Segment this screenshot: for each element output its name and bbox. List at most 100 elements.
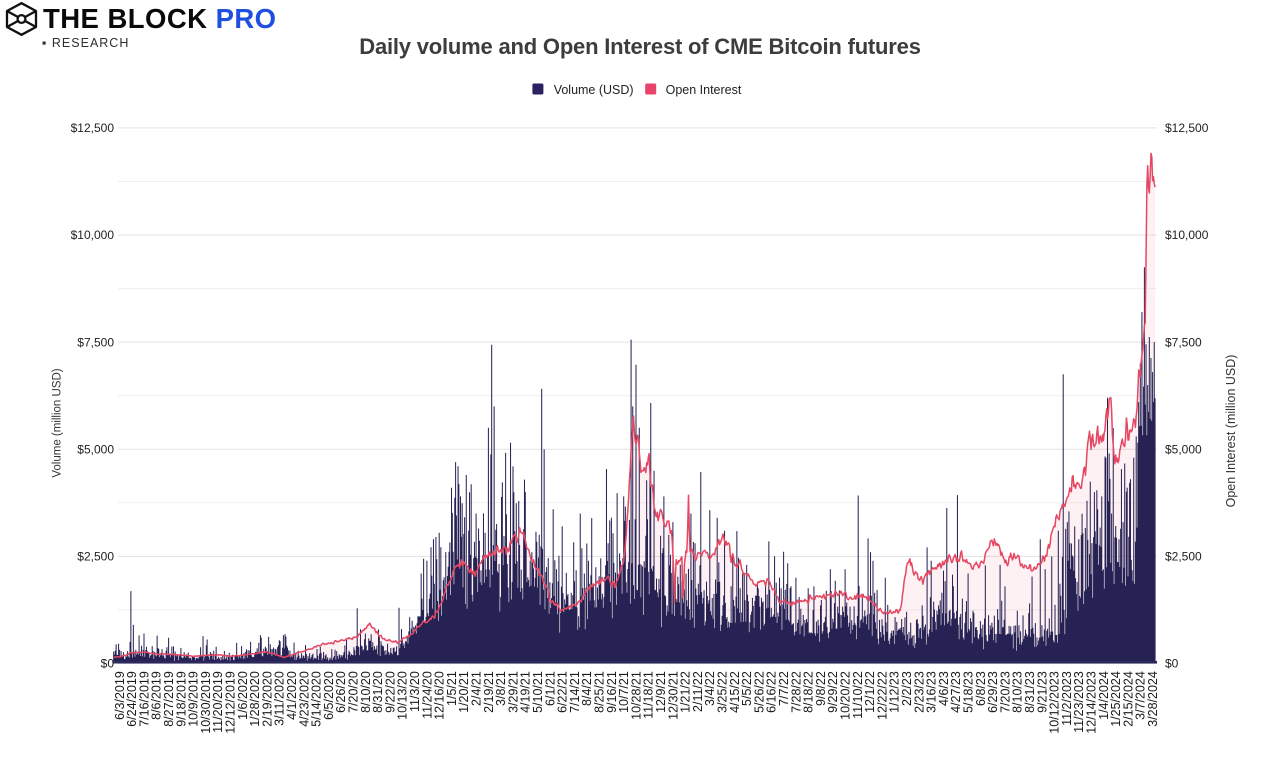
svg-text:6/3/2019: 6/3/2019 bbox=[113, 671, 127, 720]
svg-text:8/31/20: 8/31/20 bbox=[371, 671, 385, 713]
svg-text:1/4/2024: 1/4/2024 bbox=[1097, 671, 1111, 720]
svg-text:$2,500: $2,500 bbox=[1165, 550, 1202, 564]
svg-text:9/21/23: 9/21/23 bbox=[1035, 671, 1049, 713]
svg-text:3/7/2024: 3/7/2024 bbox=[1134, 671, 1148, 720]
svg-text:2/15/2024: 2/15/2024 bbox=[1121, 671, 1135, 727]
svg-text:$7,500: $7,500 bbox=[1165, 335, 1202, 349]
svg-text:$10,000: $10,000 bbox=[1165, 228, 1209, 242]
svg-text:$12,500: $12,500 bbox=[71, 121, 115, 135]
svg-text:1/6/2020: 1/6/2020 bbox=[236, 671, 250, 720]
svg-text:10/20/22: 10/20/22 bbox=[839, 671, 853, 720]
svg-text:4/27/23: 4/27/23 bbox=[949, 671, 963, 713]
svg-text:12/30/21: 12/30/21 bbox=[666, 671, 680, 720]
svg-text:8/10/23: 8/10/23 bbox=[1011, 671, 1025, 713]
svg-text:7/20/20: 7/20/20 bbox=[347, 671, 361, 713]
svg-text:4/15/22: 4/15/22 bbox=[728, 671, 742, 713]
svg-text:3/28/2024: 3/28/2024 bbox=[1146, 671, 1160, 727]
svg-text:10/28/21: 10/28/21 bbox=[629, 671, 643, 720]
svg-text:11/18/21: 11/18/21 bbox=[642, 671, 656, 719]
svg-text:1/12/23: 1/12/23 bbox=[888, 671, 902, 713]
svg-text:11/23/2023: 11/23/2023 bbox=[1072, 671, 1086, 733]
svg-text:6/22/21: 6/22/21 bbox=[556, 671, 570, 713]
svg-text:11/20/2019: 11/20/2019 bbox=[211, 671, 225, 733]
svg-text:9/8/22: 9/8/22 bbox=[814, 671, 828, 706]
svg-text:1/25/2024: 1/25/2024 bbox=[1109, 671, 1123, 727]
svg-text:$5,000: $5,000 bbox=[77, 443, 114, 457]
svg-text:$0: $0 bbox=[101, 657, 115, 671]
svg-text:12/16/20: 12/16/20 bbox=[433, 671, 447, 720]
svg-text:6/29/23: 6/29/23 bbox=[986, 671, 1000, 713]
svg-text:12/14/2023: 12/14/2023 bbox=[1085, 671, 1099, 734]
svg-text:$2,500: $2,500 bbox=[77, 550, 114, 564]
svg-text:11/10/22: 11/10/22 bbox=[851, 671, 865, 719]
svg-text:12/1/22: 12/1/22 bbox=[863, 671, 877, 713]
svg-text:4/1/2020: 4/1/2020 bbox=[285, 671, 299, 720]
svg-text:12/12/2019: 12/12/2019 bbox=[224, 671, 238, 734]
svg-text:1/28/2020: 1/28/2020 bbox=[248, 671, 262, 727]
svg-text:2/23/23: 2/23/23 bbox=[912, 671, 926, 713]
svg-text:5/26/22: 5/26/22 bbox=[752, 671, 766, 713]
svg-text:Open Interest: Open Interest bbox=[666, 83, 742, 97]
svg-text:5/10/21: 5/10/21 bbox=[531, 671, 545, 713]
svg-text:3/8/21: 3/8/21 bbox=[494, 671, 508, 706]
svg-text:6/1/21: 6/1/21 bbox=[543, 671, 557, 706]
svg-text:4/23/2020: 4/23/2020 bbox=[297, 671, 311, 727]
svg-text:10/7/21: 10/7/21 bbox=[617, 671, 631, 713]
svg-text:5/18/23: 5/18/23 bbox=[962, 671, 976, 713]
svg-text:$12,500: $12,500 bbox=[1165, 121, 1209, 135]
svg-text:$5,000: $5,000 bbox=[1165, 443, 1202, 457]
svg-text:6/16/22: 6/16/22 bbox=[765, 671, 779, 713]
svg-text:10/12/2023: 10/12/2023 bbox=[1048, 671, 1062, 734]
svg-text:6/8/23: 6/8/23 bbox=[974, 671, 988, 706]
svg-text:11/24/20: 11/24/20 bbox=[420, 671, 434, 719]
svg-text:2/11/22: 2/11/22 bbox=[691, 671, 705, 712]
svg-text:3/16/23: 3/16/23 bbox=[925, 671, 939, 713]
svg-text:7/16/2019: 7/16/2019 bbox=[137, 671, 151, 727]
svg-text:1/21/22: 1/21/22 bbox=[679, 671, 693, 713]
svg-text:9/16/21: 9/16/21 bbox=[605, 671, 619, 713]
svg-text:11/2/2023: 11/2/2023 bbox=[1060, 671, 1074, 726]
svg-text:12/22/22: 12/22/22 bbox=[875, 671, 889, 720]
svg-text:12/9/21: 12/9/21 bbox=[654, 671, 668, 713]
svg-text:8/27/2019: 8/27/2019 bbox=[162, 671, 176, 727]
svg-text:11/3/20: 11/3/20 bbox=[408, 671, 422, 712]
svg-text:8/31/23: 8/31/23 bbox=[1023, 671, 1037, 713]
svg-text:8/10/20: 8/10/20 bbox=[359, 671, 373, 713]
svg-text:3/29/21: 3/29/21 bbox=[506, 671, 520, 713]
svg-text:Volume (USD): Volume (USD) bbox=[554, 83, 634, 97]
svg-text:THE BLOCK PRO: THE BLOCK PRO bbox=[43, 3, 277, 34]
svg-text:1/20/21: 1/20/21 bbox=[457, 671, 471, 713]
svg-text:▪ RESEARCH: ▪ RESEARCH bbox=[42, 36, 129, 50]
svg-text:7/20/23: 7/20/23 bbox=[998, 671, 1012, 713]
svg-text:Open Interest (million USD): Open Interest (million USD) bbox=[1224, 355, 1238, 508]
svg-text:10/13/20: 10/13/20 bbox=[396, 671, 410, 720]
svg-text:8/18/22: 8/18/22 bbox=[802, 671, 816, 713]
svg-text:Volume (million USD): Volume (million USD) bbox=[52, 368, 64, 477]
svg-text:3/25/22: 3/25/22 bbox=[716, 671, 730, 713]
svg-text:2/19/21: 2/19/21 bbox=[482, 671, 496, 713]
svg-text:8/4/21: 8/4/21 bbox=[580, 671, 594, 706]
svg-text:9/29/22: 9/29/22 bbox=[826, 671, 840, 713]
svg-text:3/4/22: 3/4/22 bbox=[703, 671, 717, 706]
svg-text:5/14/2020: 5/14/2020 bbox=[310, 671, 324, 727]
svg-text:5/5/22: 5/5/22 bbox=[740, 671, 754, 706]
svg-text:2/19/2020: 2/19/2020 bbox=[260, 671, 274, 727]
svg-text:6/5/2020: 6/5/2020 bbox=[322, 671, 336, 720]
svg-text:7/14/21: 7/14/21 bbox=[568, 671, 582, 713]
svg-text:$0: $0 bbox=[1165, 657, 1179, 671]
svg-text:10/9/2019: 10/9/2019 bbox=[187, 671, 201, 727]
svg-text:9/22/20: 9/22/20 bbox=[383, 671, 397, 713]
svg-text:6/24/2019: 6/24/2019 bbox=[125, 671, 139, 727]
svg-text:Daily volume and Open Interest: Daily volume and Open Interest of CME Bi… bbox=[359, 34, 920, 59]
svg-text:2/4/21: 2/4/21 bbox=[470, 671, 484, 706]
svg-text:10/30/2019: 10/30/2019 bbox=[199, 671, 213, 734]
svg-text:$10,000: $10,000 bbox=[71, 228, 115, 242]
svg-text:$7,500: $7,500 bbox=[77, 335, 114, 349]
svg-text:3/11/2020: 3/11/2020 bbox=[273, 671, 287, 726]
svg-text:9/18/2019: 9/18/2019 bbox=[174, 671, 188, 727]
svg-text:4/6/23: 4/6/23 bbox=[937, 671, 951, 706]
svg-text:4/19/21: 4/19/21 bbox=[519, 671, 533, 713]
svg-text:7/28/22: 7/28/22 bbox=[789, 671, 803, 713]
svg-text:1/5/21: 1/5/21 bbox=[445, 671, 459, 706]
svg-text:8/25/21: 8/25/21 bbox=[593, 671, 607, 713]
